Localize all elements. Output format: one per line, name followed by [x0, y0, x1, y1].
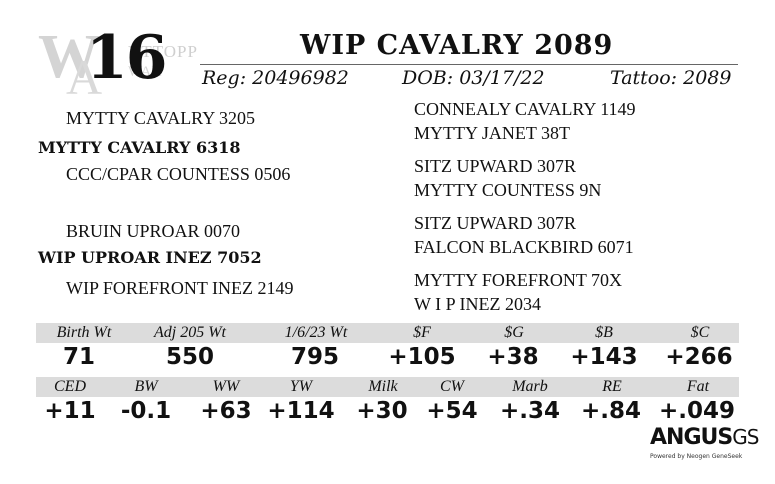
stat-label-birth-wt: Birth Wt — [56, 324, 112, 341]
stat-value-weight-date: 795 — [290, 344, 339, 370]
stat-value-bw: -0.1 — [120, 398, 172, 424]
title-divider — [200, 64, 738, 65]
stat-value-re: +.84 — [580, 398, 641, 424]
pedigree-dam-dam: WIP FOREFRONT INEZ 2149 — [66, 278, 294, 298]
stat-value-cw: +54 — [426, 398, 478, 424]
stat-value-ced: +11 — [44, 398, 96, 424]
pedigree-dam-sire: BRUIN UPROAR 0070 — [66, 221, 241, 241]
stat-value-adj-205-wt: 550 — [165, 344, 214, 370]
pedigree-sire: MYTTY CAVALRY 6318 — [38, 138, 241, 157]
stat-label-fat: Fat — [686, 378, 710, 395]
pedigree-sire-sire: MYTTY CAVALRY 3205 — [66, 108, 256, 128]
stats-header-band-2 — [36, 377, 739, 397]
brand-suffix: GS — [732, 425, 759, 449]
stat-label-re: RE — [602, 378, 622, 395]
stat-value-c-index: +266 — [665, 344, 733, 370]
stat-label-yw: YW — [289, 378, 313, 395]
pedigree-sire-dam: CCC/CPAR COUNTESS 0506 — [66, 164, 291, 184]
brand-tagline: Powered by Neogen GeneSeek — [650, 453, 743, 460]
brand-main: ANGUS — [650, 425, 733, 450]
stat-value-g-index: +38 — [487, 344, 539, 370]
pedigree-right-2: MYTTY JANET 38T — [414, 123, 570, 143]
date-of-birth: DOB: 03/17/22 — [402, 67, 545, 89]
stat-label-ced: CED — [54, 378, 86, 395]
stat-label-g-index: $G — [504, 324, 524, 341]
stat-label-ww: WW — [212, 378, 240, 395]
logo-watermark-text: YTTOPP — [128, 42, 198, 61]
stat-value-milk: +30 — [356, 398, 408, 424]
pedigree-dam: WIP UPROAR INEZ 7052 — [38, 248, 262, 267]
stat-value-marb: +.34 — [499, 398, 560, 424]
pedigree-right-5: SITZ UPWARD 307R — [414, 213, 577, 233]
stat-value-ww: +63 — [200, 398, 252, 424]
stat-label-marb: Marb — [512, 378, 548, 395]
pedigree-right-8: W I P INEZ 2034 — [414, 294, 541, 314]
stat-label-cw: CW — [440, 378, 464, 395]
stat-value-birth-wt: 71 — [62, 344, 95, 370]
stat-label-bw: BW — [134, 378, 158, 395]
pedigree-right-6: FALCON BLACKBIRD 6071 — [414, 237, 634, 257]
stat-label-b-index: $B — [595, 324, 613, 341]
stats-header-band-1 — [36, 323, 739, 343]
angus-gs-logo: ANGUSGS — [650, 425, 759, 450]
animal-name: WIP CAVALRY 2089 — [300, 30, 614, 61]
stat-label-f-index: $F — [413, 324, 431, 341]
stat-label-c-index: $C — [690, 324, 710, 341]
logo-watermark-a: A — [66, 49, 103, 105]
stat-label-milk: Milk — [368, 378, 398, 395]
pedigree-right-1: CONNEALY CAVALRY 1149 — [414, 99, 636, 119]
stat-value-b-index: +143 — [570, 344, 638, 370]
logo-watermark-text-2: WAR — [128, 64, 162, 80]
tattoo: Tattoo: 2089 — [610, 67, 732, 89]
lot-number: 16 — [86, 23, 167, 93]
stat-value-fat: +.049 — [658, 398, 736, 424]
stat-value-yw: +114 — [267, 398, 335, 424]
stat-value-f-index: +105 — [388, 344, 456, 370]
stat-label-adj-205-wt: Adj 205 Wt — [154, 324, 226, 341]
registration-number: Reg: 20496982 — [202, 67, 349, 89]
pedigree-right-4: MYTTY COUNTESS 9N — [414, 180, 602, 200]
pedigree-right-7: MYTTY FOREFRONT 70X — [414, 270, 623, 290]
stat-label-weight-date: 1/6/23 Wt — [284, 324, 348, 341]
pedigree-right-3: SITZ UPWARD 307R — [414, 156, 577, 176]
